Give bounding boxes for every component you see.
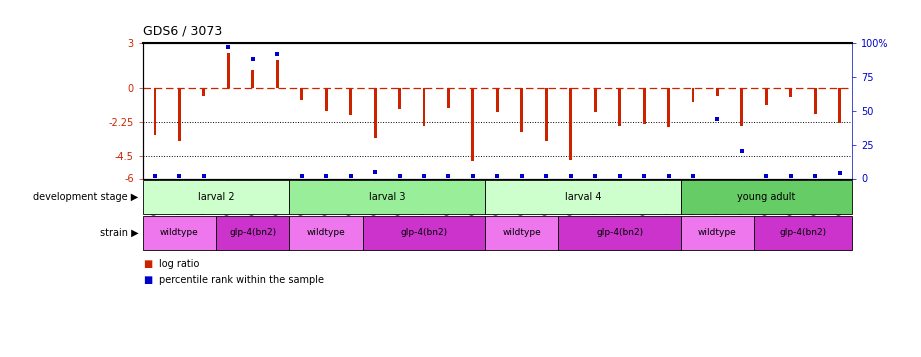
Text: ■: ■ (143, 275, 152, 285)
Text: strain ▶: strain ▶ (99, 228, 138, 238)
Text: glp-4(bn2): glp-4(bn2) (401, 228, 448, 237)
Bar (545, 88, 548, 141)
Point (441, 173, 456, 178)
Bar (423, 88, 426, 126)
Point (515, 173, 530, 178)
Point (367, 169, 382, 175)
Point (833, 170, 847, 176)
Bar (251, 70, 254, 88)
Bar (349, 88, 352, 115)
Bar (374, 88, 377, 138)
Text: glp-4(bn2): glp-4(bn2) (779, 228, 826, 237)
Point (735, 149, 750, 154)
Point (295, 173, 309, 178)
Point (710, 116, 725, 122)
Point (784, 173, 799, 178)
Bar (227, 54, 230, 88)
Point (319, 173, 333, 178)
Point (270, 51, 285, 56)
Point (465, 173, 480, 178)
Point (172, 173, 187, 178)
Bar (667, 88, 670, 127)
Text: larval 3: larval 3 (369, 192, 405, 202)
Bar (569, 88, 572, 160)
Point (196, 173, 211, 178)
Text: wildtype: wildtype (698, 228, 737, 237)
Bar (520, 88, 523, 132)
Bar (814, 88, 817, 114)
Bar (594, 88, 597, 112)
Bar (643, 88, 646, 124)
Bar (838, 88, 841, 123)
Point (612, 173, 627, 178)
Point (564, 173, 578, 178)
Bar (154, 88, 157, 135)
Text: development stage ▶: development stage ▶ (33, 192, 138, 202)
Point (490, 173, 505, 178)
Text: young adult: young adult (737, 192, 796, 202)
Point (808, 173, 822, 178)
Bar (447, 88, 449, 108)
Bar (275, 60, 279, 88)
Text: log ratio: log ratio (159, 259, 200, 269)
Bar (716, 88, 719, 96)
Point (661, 173, 676, 178)
Text: wildtype: wildtype (307, 228, 345, 237)
Bar (618, 88, 621, 126)
Bar (789, 88, 792, 97)
Text: larval 4: larval 4 (565, 192, 601, 202)
Point (344, 173, 358, 178)
Point (685, 173, 700, 178)
Point (588, 173, 602, 178)
Text: glp-4(bn2): glp-4(bn2) (229, 228, 276, 237)
Bar (764, 88, 768, 105)
Text: percentile rank within the sample: percentile rank within the sample (159, 275, 324, 285)
Text: GDS6 / 3073: GDS6 / 3073 (143, 25, 222, 37)
Point (221, 44, 236, 50)
Text: ■: ■ (143, 259, 152, 269)
Point (392, 173, 407, 178)
Text: larval 2: larval 2 (198, 192, 235, 202)
Bar (740, 88, 743, 126)
Point (759, 173, 774, 178)
Bar (472, 88, 474, 161)
Bar (692, 88, 694, 102)
Bar (300, 88, 303, 100)
Text: glp-4(bn2): glp-4(bn2) (596, 228, 643, 237)
Point (147, 173, 162, 178)
Bar (203, 88, 205, 96)
Bar (178, 88, 181, 141)
Text: wildtype: wildtype (503, 228, 542, 237)
Point (245, 56, 260, 62)
Point (539, 173, 554, 178)
Bar (325, 88, 328, 111)
Point (416, 173, 431, 178)
Point (636, 173, 651, 178)
Bar (398, 88, 401, 109)
Bar (495, 88, 499, 112)
Text: wildtype: wildtype (160, 228, 199, 237)
